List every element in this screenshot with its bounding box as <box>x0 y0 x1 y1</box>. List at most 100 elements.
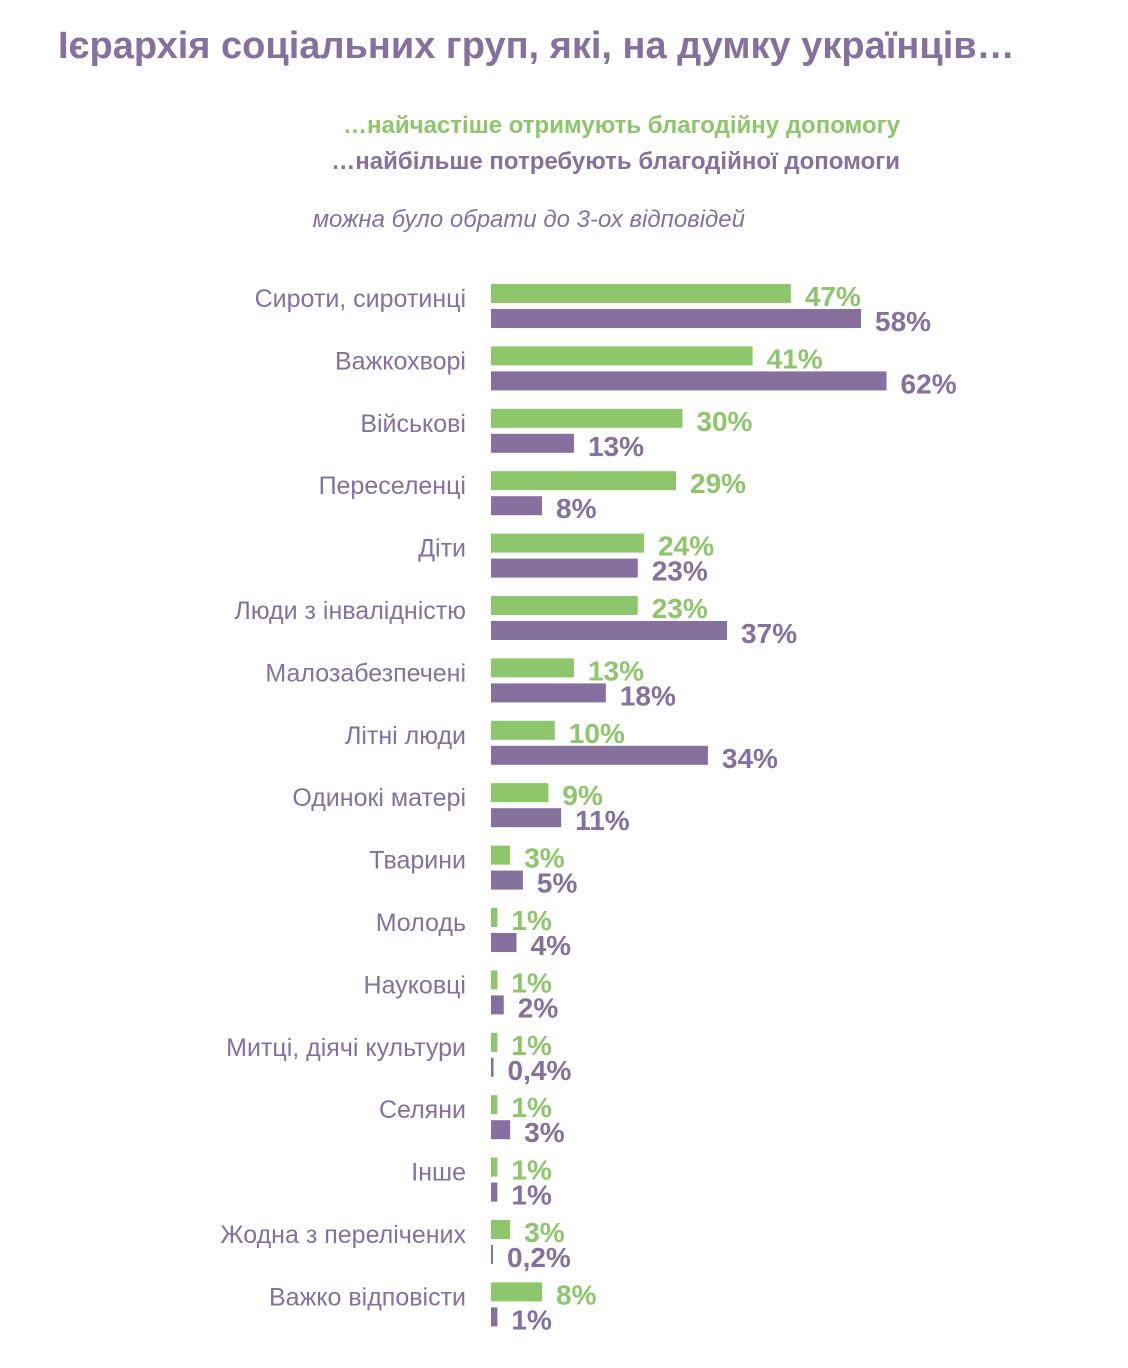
value-label-needed: 0,2% <box>507 1242 571 1273</box>
category-group: Сироти, сиротинці 47% 58% <box>255 281 932 337</box>
bar-received <box>491 1095 498 1115</box>
value-label-received: 1% <box>511 905 552 936</box>
value-label-needed: 23% <box>652 556 708 587</box>
category-group: Військові 30% 13% <box>360 406 752 462</box>
value-label-received: 47% <box>805 281 861 312</box>
bar-received <box>491 471 677 491</box>
bar-needed <box>491 870 523 890</box>
bar-received <box>491 658 574 678</box>
legend-purple-subtitle: …найбільше потребують благодійної допомо… <box>331 148 900 175</box>
value-label-needed: 3% <box>524 1117 565 1148</box>
bar-needed <box>491 371 887 391</box>
category-group: Люди з інвалідністю 23% 37% <box>234 593 797 649</box>
value-label-needed: 18% <box>620 680 676 711</box>
bar-needed <box>491 433 574 453</box>
value-label-needed: 4% <box>531 930 572 961</box>
category-label: Сироти, сиротинці <box>255 285 466 313</box>
bar-received <box>491 845 511 865</box>
value-label-needed: 1% <box>511 1180 552 1211</box>
category-group: Переселенці 29% 8% <box>319 468 747 524</box>
bar-needed <box>491 933 517 952</box>
bar-needed <box>491 496 543 516</box>
value-label-received: 10% <box>569 718 625 749</box>
category-group: Літні люди 10% 34% <box>345 718 778 774</box>
bar-received <box>491 596 638 615</box>
category-group: Селяни 1%3% <box>379 1092 565 1148</box>
category-group: Малозабезпечені 13%18% <box>265 655 676 711</box>
value-label-received: 3% <box>524 1217 565 1248</box>
value-label-received: 29% <box>690 468 746 499</box>
category-group: Діти 24%23% <box>418 531 714 587</box>
value-label-needed: 0,4% <box>508 1055 572 1086</box>
category-label: Молодь <box>376 909 466 937</box>
value-label-received: 30% <box>696 406 752 437</box>
value-label-needed: 11% <box>575 805 630 836</box>
value-label-needed: 5% <box>537 868 578 899</box>
category-label: Діти <box>418 535 466 563</box>
bar-received <box>491 1032 498 1052</box>
chart-note: можна було обрати до 3-ох відповідей <box>312 206 745 233</box>
legend-green-subtitle: …найчастіше отримують благодійну допомог… <box>343 112 900 139</box>
bar-received <box>491 970 498 990</box>
bar-needed <box>491 745 708 765</box>
category-group: Жодна з перелічених 3%0,2% <box>220 1217 571 1273</box>
value-label-needed: 1% <box>511 1304 552 1335</box>
bar-received <box>491 1157 498 1177</box>
category-label: Жодна з перелічених <box>220 1221 466 1249</box>
value-label-received: 41% <box>767 343 823 374</box>
category-group: Тварини 3%5% <box>369 843 577 899</box>
category-group: Науковці 1%2% <box>364 967 559 1023</box>
bar-received <box>491 346 753 366</box>
value-label-needed: 37% <box>741 618 797 649</box>
value-label-received: 9% <box>562 780 603 811</box>
bar-received <box>491 720 555 740</box>
category-label: Люди з інвалідністю <box>234 597 466 625</box>
bar-needed <box>491 808 562 828</box>
category-group: Одинокі матері 9%11% <box>292 780 629 836</box>
value-label-received: 24% <box>658 531 714 562</box>
bar-needed <box>491 683 606 703</box>
value-label-needed: 13% <box>588 431 644 462</box>
value-label-received: 1% <box>511 967 552 998</box>
category-label: Малозабезпечені <box>265 659 466 687</box>
category-label: Інше <box>411 1159 466 1187</box>
value-label-needed: 8% <box>556 493 597 524</box>
category-label: Військові <box>360 410 466 438</box>
bar-needed <box>491 621 728 640</box>
bar-needed <box>491 309 862 328</box>
category-label: Тварини <box>369 847 466 875</box>
value-label-received: 1% <box>511 1092 552 1123</box>
category-label: Літні люди <box>345 722 466 750</box>
bar-needed <box>491 558 638 578</box>
category-group: Інше 1%1% <box>411 1155 552 1211</box>
bar-received <box>491 1282 543 1302</box>
value-label-needed: 2% <box>518 992 559 1023</box>
category-label: Селяни <box>379 1096 466 1124</box>
category-label: Науковці <box>364 971 466 999</box>
category-group: Молодь 1%4% <box>376 905 571 961</box>
bar-needed <box>491 995 504 1015</box>
bar-received <box>491 533 645 553</box>
bar-needed <box>491 1120 511 1140</box>
value-label-received: 3% <box>524 843 565 874</box>
bar-needed <box>491 1245 493 1264</box>
value-label-received: 8% <box>556 1279 597 1310</box>
bar-received <box>491 908 498 927</box>
value-label-received: 1% <box>511 1155 552 1186</box>
value-label-received: 13% <box>588 655 644 686</box>
category-group: Митці, діячі культури 1%0,4% <box>226 1030 571 1086</box>
category-group: Важкохворі 41% 62% <box>335 343 957 399</box>
category-label: Одинокі матері <box>292 784 466 812</box>
category-label: Важко відповісти <box>269 1283 466 1311</box>
bar-needed <box>491 1182 498 1202</box>
value-label-received: 23% <box>652 593 708 624</box>
chart-title: Ієрархія соціальних груп, які, на думку … <box>58 25 1015 67</box>
bar-received <box>491 783 549 803</box>
value-label-needed: 58% <box>875 306 931 337</box>
value-label-needed: 34% <box>722 743 778 774</box>
category-label: Митці, діячі культури <box>226 1034 466 1062</box>
category-group: Важко відповісти 8%1% <box>269 1279 597 1335</box>
bar-received <box>491 1220 511 1239</box>
bar-needed <box>491 1057 494 1077</box>
